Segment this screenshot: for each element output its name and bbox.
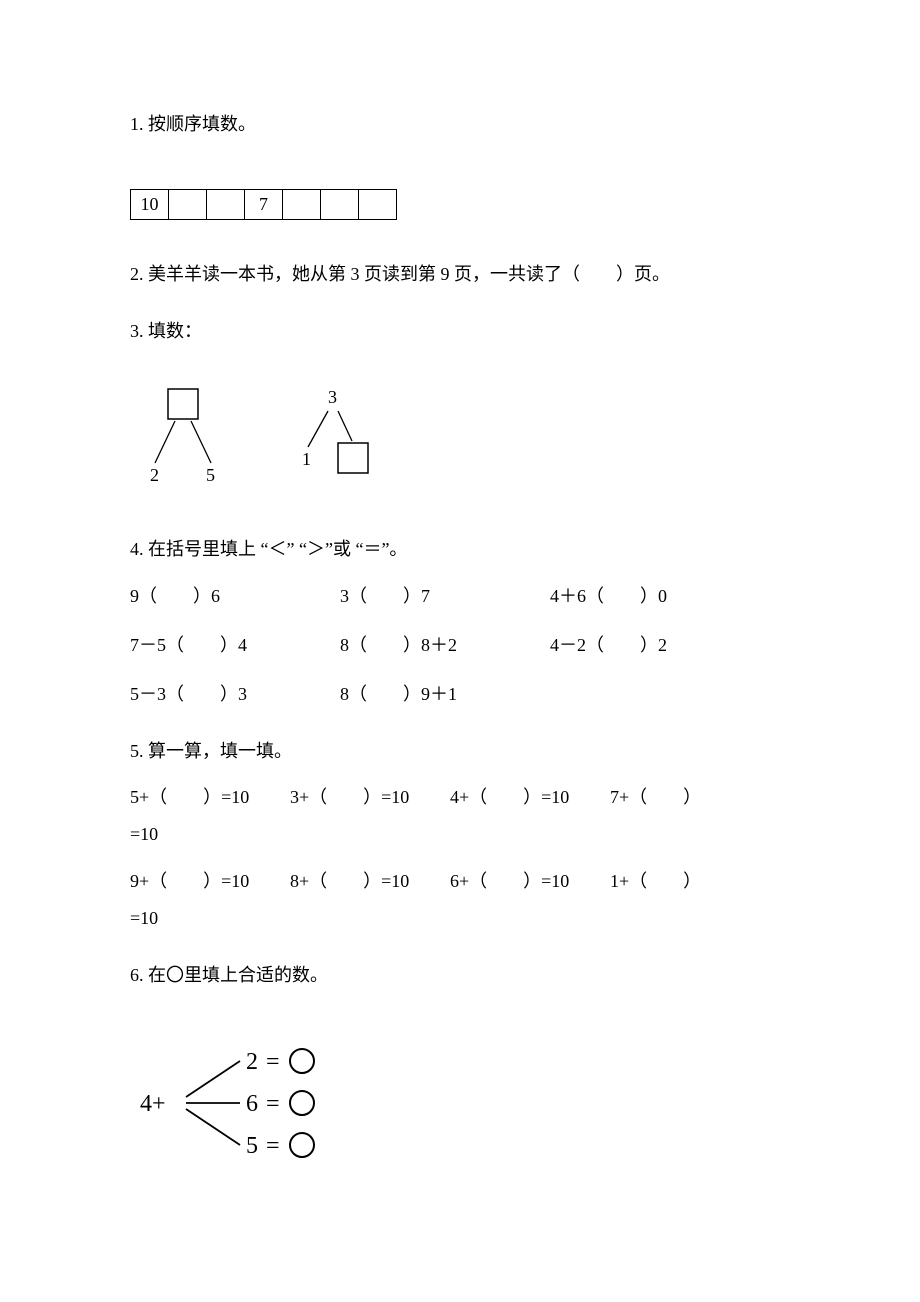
expr-wrap: =10 (130, 904, 790, 933)
q5-row-1: 5+（ ）=10 3+（ ）=10 4+（ ）=10 7+（ ） =10 (130, 783, 790, 849)
expr: 1+（ ） (610, 867, 770, 896)
cell (359, 189, 397, 219)
answer-circle (290, 1091, 314, 1115)
cell (207, 189, 245, 219)
expr: 3+（ ）=10 (290, 783, 450, 812)
cell: 10 (131, 189, 169, 219)
q6-prompt: 6. 在〇里填上合适的数。 (130, 961, 790, 990)
box (168, 389, 198, 419)
q1-text: 按顺序填数。 (148, 114, 256, 134)
cell: 7 (245, 189, 283, 219)
q3-label: 3. (130, 321, 144, 341)
table-row: 10 7 (131, 189, 397, 219)
leaf-left: 2 (150, 465, 159, 485)
equals: = (266, 1091, 280, 1117)
branch-line (186, 1109, 240, 1145)
box (338, 443, 368, 473)
answer-circle (290, 1133, 314, 1157)
branch-val: 6 (246, 1091, 258, 1117)
q6-label: 6. (130, 965, 144, 985)
branch-line (338, 411, 352, 441)
expr (550, 680, 760, 709)
q1-prompt: 1. 按顺序填数。 (130, 110, 790, 139)
expr: 7－5（ ）4 (130, 631, 340, 660)
leaf-left: 1 (302, 449, 311, 469)
q2-text: 美羊羊读一本书，她从第 3 页读到第 9 页，一共读了（ ）页。 (148, 264, 670, 284)
q6-figure: 4+ 2 = 6 = 5 = (130, 1039, 790, 1178)
cell (321, 189, 359, 219)
cell (283, 189, 321, 219)
table-row: 9+（ ）=10 8+（ ）=10 6+（ ）=10 1+（ ） (130, 867, 790, 896)
table-row: 5+（ ）=10 3+（ ）=10 4+（ ）=10 7+（ ） (130, 783, 790, 812)
q4-label: 4. (130, 539, 144, 559)
q6-text: 在〇里填上合适的数。 (148, 965, 328, 985)
q3-diagrams: 2 5 3 1 (130, 385, 790, 495)
expr: 8+（ ）=10 (290, 867, 450, 896)
q3-text: 填数： (148, 321, 202, 341)
equals: = (266, 1133, 280, 1159)
expr-wrap: =10 (130, 820, 790, 849)
q1-label: 1. (130, 114, 144, 134)
leaf-right: 5 (206, 465, 215, 485)
expr: 8（ ）8＋2 (340, 631, 550, 660)
question-5: 5. 算一算，填一填。 5+（ ）=10 3+（ ）=10 4+（ ）=10 7… (130, 737, 790, 933)
expr: 4+（ ）=10 (450, 783, 610, 812)
branch-line (308, 411, 328, 447)
branch-line (155, 421, 175, 463)
branch-line (186, 1061, 240, 1097)
q3-diagram-1: 2 5 (140, 385, 230, 495)
q5-label: 5. (130, 741, 144, 761)
expr: 4＋6（ ）0 (550, 582, 760, 611)
expr: 5+（ ）=10 (130, 783, 290, 812)
q5-prompt: 5. 算一算，填一填。 (130, 737, 790, 766)
expr: 9+（ ）=10 (130, 867, 290, 896)
q3-prompt: 3. 填数： (130, 317, 790, 346)
expr: 5－3（ ）3 (130, 680, 340, 709)
q1-sequence-table: 10 7 (130, 189, 397, 220)
q5-row-2: 9+（ ）=10 8+（ ）=10 6+（ ）=10 1+（ ） =10 (130, 867, 790, 933)
expr: 4－2（ ）2 (550, 631, 760, 660)
q2-prompt: 2. 美羊羊读一本书，她从第 3 页读到第 9 页，一共读了（ ）页。 (130, 260, 790, 289)
q4-prompt: 4. 在括号里填上 “＜” “＞”或 “＝”。 (130, 535, 790, 564)
question-1: 1. 按顺序填数。 10 7 (130, 110, 790, 220)
branch-line (191, 421, 211, 463)
q4-text: 在括号里填上 “＜” “＞”或 “＝”。 (148, 539, 407, 559)
question-6: 6. 在〇里填上合适的数。 4+ 2 = 6 = 5 = (130, 961, 790, 1179)
top-value: 3 (328, 387, 337, 407)
table-row: 5－3（ ）3 8（ ）9＋1 (130, 680, 790, 709)
question-4: 4. 在括号里填上 “＜” “＞”或 “＝”。 9（ ）6 3（ ）7 4＋6（… (130, 535, 790, 708)
expr: 3（ ）7 (340, 582, 550, 611)
expr: 6+（ ）=10 (450, 867, 610, 896)
branch-val: 5 (246, 1133, 258, 1159)
q4-grid: 9（ ）6 3（ ）7 4＋6（ ）0 7－5（ ）4 8（ ）8＋2 4－2（… (130, 582, 790, 708)
table-row: 7－5（ ）4 8（ ）8＋2 4－2（ ）2 (130, 631, 790, 660)
q6-prefix: 4+ (140, 1091, 166, 1117)
expr: 8（ ）9＋1 (340, 680, 550, 709)
table-row: 9（ ）6 3（ ）7 4＋6（ ）0 (130, 582, 790, 611)
expr: 7+（ ） (610, 783, 770, 812)
question-3: 3. 填数： 2 5 3 1 (130, 317, 790, 496)
q2-label: 2. (130, 264, 144, 284)
q3-diagram-2: 3 1 (290, 385, 380, 495)
expr: 9（ ）6 (130, 582, 340, 611)
equals: = (266, 1049, 280, 1075)
cell (169, 189, 207, 219)
question-2: 2. 美羊羊读一本书，她从第 3 页读到第 9 页，一共读了（ ）页。 (130, 260, 790, 289)
answer-circle (290, 1049, 314, 1073)
q5-text: 算一算，填一填。 (148, 741, 292, 761)
branch-val: 2 (246, 1049, 258, 1075)
